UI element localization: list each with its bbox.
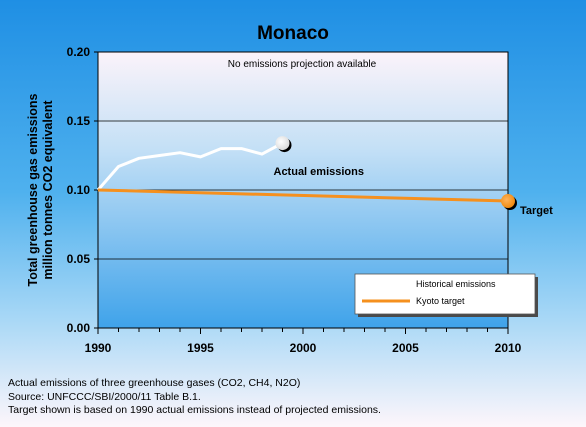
x-tick-label-0: 1990 [85,341,112,355]
y-tick-label-0: 0.00 [67,321,91,335]
series-end-marker-0 [275,136,290,151]
series-end-label-1: Target [520,205,553,217]
series-end-marker-1 [501,194,515,209]
x-tick-label-2: 2000 [290,341,317,355]
x-tick-label-3: 2005 [392,341,419,355]
y-tick-label-3: 0.15 [67,114,91,128]
footnote-source: Source: UNFCCC/SBI/2000/11 Table B.1. [8,390,201,403]
x-tick-label-1: 1995 [187,341,214,355]
legend-label-kyoto: Kyoto target [416,296,465,306]
y-tick-label-2: 0.10 [67,183,91,197]
legend-label-historical: Historical emissions [416,279,496,289]
x-axis-ticks: 1990 1995 2000 2005 2010 [85,328,522,355]
footnote-target: Target shown is based on 1990 actual emi… [8,404,381,416]
series-end-label-0: Actual emissions [274,166,364,178]
x-tick-label-4: 2010 [495,341,522,355]
y-axis-ticks: 0.00 0.05 0.10 0.15 0.20 [67,45,98,335]
legend: Historical emissions Kyoto target [354,273,538,317]
series-layer: Actual emissions Target [96,136,553,217]
footnotes: Actual emissions of three greenhouse gas… [8,377,381,418]
projection-note: No emissions projection available [228,59,377,70]
legend-box [354,273,536,315]
footnote-gases: Actual emissions of three greenhouse gas… [8,377,301,389]
chart-title: Monaco [257,23,329,44]
series-line-1 [97,188,509,203]
y-tick-label-1: 0.05 [67,252,91,266]
series-line-0 [96,141,284,191]
y-tick-label-4: 0.20 [67,45,91,59]
y-axis-label-line-1: Total greenhouse gas emissions [26,94,40,287]
y-axis-label-line-2: million tonnes CO2 equivalent [41,100,55,280]
grid-lines [98,120,508,260]
